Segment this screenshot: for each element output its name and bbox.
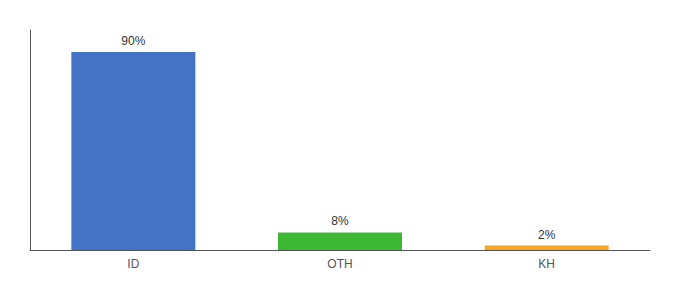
svg-text:8%: 8% — [331, 214, 349, 228]
svg-text:90%: 90% — [121, 34, 145, 48]
svg-text:2%: 2% — [538, 228, 556, 242]
svg-text:KH: KH — [538, 257, 555, 271]
svg-text:OTH: OTH — [327, 257, 352, 271]
svg-text:ID: ID — [127, 257, 139, 271]
